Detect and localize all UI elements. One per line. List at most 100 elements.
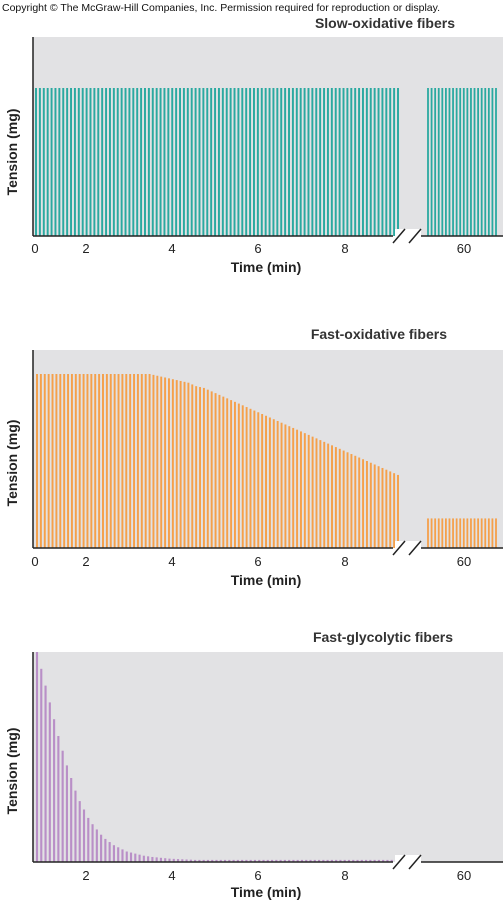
x-tick-label: 0 [31,554,38,569]
tension-bar [113,374,116,548]
tension-bar [53,719,56,862]
x-tick-label: 6 [254,868,261,883]
tension-bar [36,374,38,548]
tension-bar [163,88,166,236]
tension-bar [268,88,271,236]
tension-bar [81,88,84,236]
tension-bar [288,88,290,236]
tension-bar [288,859,291,862]
tension-bar [39,374,42,548]
tension-bar [148,374,151,548]
tension-bar [393,473,396,548]
tension-bar [168,858,171,862]
tension-bar [249,88,252,236]
tension-bar [48,702,51,862]
tension-bar [237,88,240,236]
tension-bar [175,88,178,236]
tension-bar [164,858,167,862]
tension-bar [43,374,46,548]
tension-bar [369,88,372,236]
tension-bar [338,448,341,548]
tension-bar [276,88,279,236]
plot-background [33,652,503,862]
tension-bar [67,374,70,548]
tension-bar [389,88,392,236]
tension-bar-after-break [434,518,437,548]
tension-bar [144,374,147,548]
tension-bar [90,374,93,548]
tension-bar-after-break [437,88,440,236]
tension-bar-after-break [484,518,487,548]
tension-bar [292,427,295,548]
tension-bar [202,859,205,862]
tension-bar [125,851,128,862]
tension-bar-after-break [462,518,465,548]
tension-bar-after-break [480,88,483,236]
tension-bar [397,474,399,548]
tension-bar [198,859,201,862]
tension-bar [206,859,210,862]
tension-bar [89,88,92,236]
tension-bar [264,88,267,236]
tension-bar [342,88,345,236]
tension-bar [151,88,154,236]
tension-bar [226,398,229,548]
tension-bar [100,834,103,862]
tension-bar [159,88,162,236]
tension-bar [253,88,255,236]
tension-bar-after-break [495,518,497,548]
tension-bar [164,377,167,548]
tension-bar [42,88,45,236]
tension-bar [175,380,178,548]
tension-bar [283,859,286,862]
tension-bar [330,88,333,236]
tension-bar [78,801,81,862]
tension-bar [365,461,368,548]
tension-bar-after-break [448,88,451,236]
x-tick-label: 0 [31,241,38,256]
tension-bar [155,88,158,236]
tension-bar [108,88,111,236]
tension-bar [65,765,68,862]
tension-bar [35,652,39,862]
tension-bar [62,88,65,236]
tension-bar [354,455,357,548]
tension-bar [350,454,353,548]
tension-bar [214,393,217,548]
tension-bar-after-break [466,518,469,548]
tension-bar-after-break [430,88,433,236]
tension-bar [262,859,265,862]
tension-bar [342,450,345,548]
x-tick-label: 2 [82,554,89,569]
tension-bar [51,374,54,548]
tension-bar [221,88,224,236]
tension-bar [147,856,150,862]
tension-bar [253,859,257,862]
tension-bar-after-break [462,88,465,236]
x-tick-label: 4 [168,868,175,883]
tension-bar [138,854,141,862]
tension-bar [319,88,322,236]
tension-bar [299,431,302,548]
tension-bar [198,88,201,236]
tension-bar [136,374,139,548]
tension-bar [253,410,256,548]
tension-bar [202,387,205,548]
x-axis-label: Time (min) [231,884,302,900]
tension-bar [260,88,263,236]
tension-bar [210,88,213,236]
tension-bar [116,88,119,236]
tension-bar [358,457,361,548]
x-tick-label: 6 [254,554,261,569]
tension-bar [171,379,174,548]
tension-bar [232,859,235,862]
tension-bar [230,400,233,548]
tension-bar [307,88,310,236]
tension-bar [225,88,228,236]
tension-bar [299,88,302,236]
tension-bar [117,847,120,862]
tension-bar [74,790,77,862]
tension-bar [265,415,267,548]
tension-bar [38,88,41,236]
tension-bar [354,88,357,236]
